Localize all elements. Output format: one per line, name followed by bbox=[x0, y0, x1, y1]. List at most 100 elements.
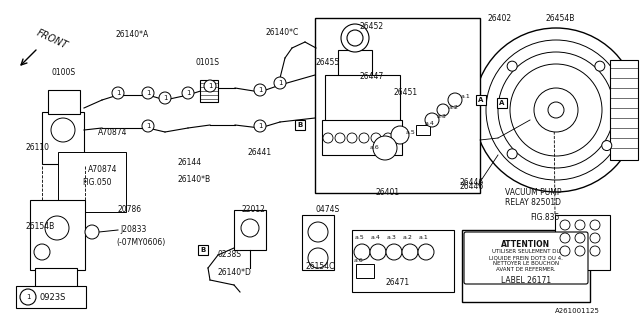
Text: FIG.050: FIG.050 bbox=[82, 178, 111, 187]
Text: NETTOYER LE BOUCHON: NETTOYER LE BOUCHON bbox=[493, 261, 559, 266]
Bar bbox=[302, 215, 334, 270]
Text: a.5: a.5 bbox=[355, 235, 365, 240]
Circle shape bbox=[20, 289, 36, 305]
Text: A: A bbox=[499, 100, 505, 106]
Circle shape bbox=[335, 133, 345, 143]
Circle shape bbox=[507, 61, 517, 71]
Text: (-07MY0606): (-07MY0606) bbox=[116, 238, 165, 247]
Circle shape bbox=[241, 219, 259, 237]
Bar bbox=[234, 210, 266, 250]
Circle shape bbox=[308, 222, 328, 242]
Bar bbox=[200, 80, 218, 102]
Text: VACUUM PUMP: VACUUM PUMP bbox=[505, 188, 561, 197]
Circle shape bbox=[474, 28, 638, 192]
FancyBboxPatch shape bbox=[464, 232, 588, 284]
Circle shape bbox=[590, 246, 600, 256]
Text: 26140*C: 26140*C bbox=[265, 28, 298, 37]
Text: RELAY 82501D: RELAY 82501D bbox=[505, 198, 561, 207]
Text: a.3: a.3 bbox=[437, 114, 447, 119]
Text: AVANT DE REFERMER.: AVANT DE REFERMER. bbox=[496, 267, 556, 272]
Text: J20833: J20833 bbox=[120, 225, 147, 234]
Circle shape bbox=[575, 220, 585, 230]
Circle shape bbox=[575, 233, 585, 243]
Circle shape bbox=[370, 244, 386, 260]
Bar bbox=[58, 152, 126, 212]
Circle shape bbox=[575, 246, 585, 256]
Circle shape bbox=[391, 126, 409, 144]
Text: 1: 1 bbox=[258, 87, 262, 93]
Circle shape bbox=[595, 61, 605, 71]
Text: 1: 1 bbox=[116, 90, 120, 96]
Circle shape bbox=[347, 133, 357, 143]
Circle shape bbox=[486, 40, 626, 180]
Text: 1: 1 bbox=[278, 80, 282, 86]
Bar bbox=[16, 286, 86, 308]
Circle shape bbox=[204, 80, 216, 92]
Circle shape bbox=[386, 244, 402, 260]
Text: 26110: 26110 bbox=[25, 143, 49, 152]
Bar bbox=[35, 268, 77, 296]
Text: 26140*D: 26140*D bbox=[218, 268, 252, 277]
Circle shape bbox=[373, 136, 397, 160]
Bar bbox=[356, 264, 374, 278]
Circle shape bbox=[45, 216, 69, 240]
Circle shape bbox=[359, 133, 369, 143]
Circle shape bbox=[254, 84, 266, 96]
Bar bbox=[322, 120, 402, 155]
Text: FIG.835: FIG.835 bbox=[530, 213, 559, 222]
Bar bbox=[476, 95, 486, 105]
Circle shape bbox=[560, 220, 570, 230]
Text: 1: 1 bbox=[258, 123, 262, 129]
Circle shape bbox=[182, 87, 194, 99]
Circle shape bbox=[510, 64, 602, 156]
Circle shape bbox=[590, 220, 600, 230]
Circle shape bbox=[534, 88, 578, 132]
Circle shape bbox=[254, 120, 266, 132]
Bar bbox=[462, 230, 590, 302]
Text: a.6: a.6 bbox=[370, 145, 380, 150]
Text: 0923S: 0923S bbox=[40, 292, 67, 301]
Text: A70874: A70874 bbox=[98, 128, 127, 137]
Text: a.4: a.4 bbox=[425, 121, 435, 126]
Circle shape bbox=[437, 104, 449, 116]
Text: a.6: a.6 bbox=[354, 258, 364, 263]
Circle shape bbox=[347, 30, 363, 46]
Text: LIQUIDE FREIN DOT3 OU 4.: LIQUIDE FREIN DOT3 OU 4. bbox=[489, 255, 563, 260]
Text: 26452: 26452 bbox=[360, 22, 384, 31]
Circle shape bbox=[354, 244, 370, 260]
Circle shape bbox=[507, 149, 517, 159]
Circle shape bbox=[448, 93, 462, 107]
Bar bbox=[338, 50, 372, 78]
Bar bbox=[198, 245, 208, 255]
Bar bbox=[295, 120, 305, 130]
Circle shape bbox=[142, 87, 154, 99]
Bar bbox=[416, 125, 430, 135]
Circle shape bbox=[498, 52, 614, 168]
Text: 26451: 26451 bbox=[393, 88, 417, 97]
Circle shape bbox=[371, 133, 381, 143]
Circle shape bbox=[112, 87, 124, 99]
Text: 26455: 26455 bbox=[315, 58, 339, 67]
Circle shape bbox=[85, 225, 99, 239]
Text: 1: 1 bbox=[26, 294, 30, 300]
Text: a.4: a.4 bbox=[371, 235, 381, 240]
Text: 26401: 26401 bbox=[376, 188, 400, 197]
Bar bbox=[42, 112, 84, 164]
Text: 26402: 26402 bbox=[488, 14, 512, 23]
Text: 26154B: 26154B bbox=[25, 222, 54, 231]
Circle shape bbox=[323, 133, 333, 143]
Text: a.2: a.2 bbox=[403, 235, 413, 240]
Text: A261001125: A261001125 bbox=[555, 308, 600, 314]
Circle shape bbox=[560, 246, 570, 256]
Circle shape bbox=[548, 102, 564, 118]
Text: 22012: 22012 bbox=[242, 205, 266, 214]
Circle shape bbox=[51, 118, 75, 142]
Text: 1: 1 bbox=[186, 90, 190, 96]
Bar bbox=[352, 230, 454, 292]
Text: 1: 1 bbox=[146, 90, 150, 96]
Text: 1: 1 bbox=[163, 95, 167, 101]
Bar bbox=[48, 90, 80, 114]
Text: 26446: 26446 bbox=[460, 178, 484, 187]
Bar bbox=[555, 215, 610, 270]
Text: 26454B: 26454B bbox=[545, 14, 574, 23]
